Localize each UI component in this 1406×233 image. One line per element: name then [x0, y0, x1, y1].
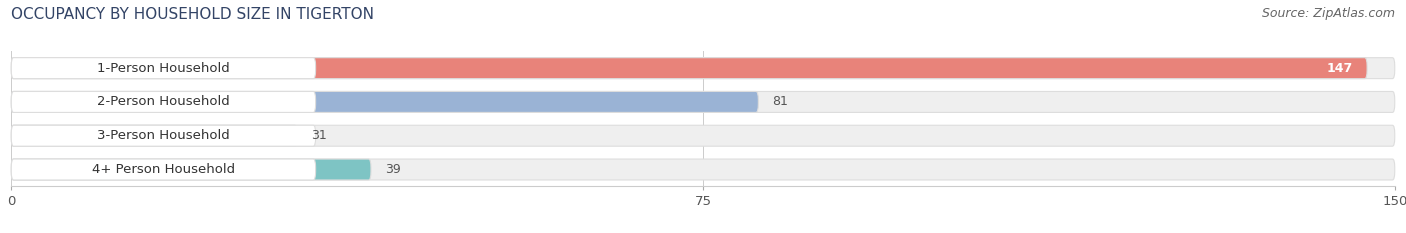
Text: 31: 31: [311, 129, 326, 142]
Text: Source: ZipAtlas.com: Source: ZipAtlas.com: [1261, 7, 1395, 20]
FancyBboxPatch shape: [11, 125, 297, 146]
Text: 81: 81: [772, 96, 787, 108]
Text: OCCUPANCY BY HOUSEHOLD SIZE IN TIGERTON: OCCUPANCY BY HOUSEHOLD SIZE IN TIGERTON: [11, 7, 374, 22]
FancyBboxPatch shape: [11, 159, 371, 180]
FancyBboxPatch shape: [11, 92, 1395, 112]
FancyBboxPatch shape: [11, 58, 315, 79]
Text: 2-Person Household: 2-Person Household: [97, 96, 229, 108]
FancyBboxPatch shape: [11, 58, 1395, 79]
FancyBboxPatch shape: [11, 92, 758, 112]
FancyBboxPatch shape: [11, 159, 315, 180]
Text: 3-Person Household: 3-Person Household: [97, 129, 229, 142]
Text: 147: 147: [1327, 62, 1353, 75]
FancyBboxPatch shape: [11, 92, 315, 112]
Text: 39: 39: [385, 163, 401, 176]
Text: 1-Person Household: 1-Person Household: [97, 62, 229, 75]
FancyBboxPatch shape: [11, 125, 1395, 146]
FancyBboxPatch shape: [11, 58, 1367, 79]
FancyBboxPatch shape: [11, 125, 315, 146]
Text: 4+ Person Household: 4+ Person Household: [91, 163, 235, 176]
FancyBboxPatch shape: [11, 159, 1395, 180]
